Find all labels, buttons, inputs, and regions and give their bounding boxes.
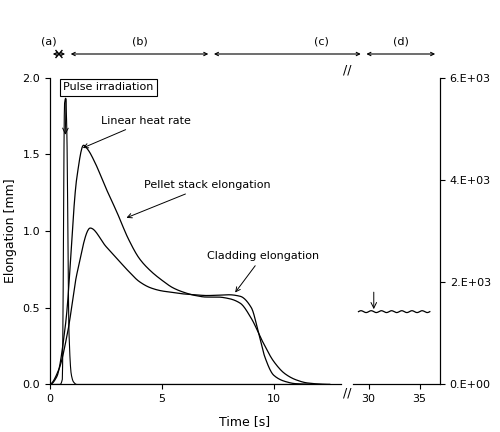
Text: Pellet stack elongation: Pellet stack elongation — [128, 180, 270, 218]
Text: Pulse irradiation: Pulse irradiation — [63, 83, 154, 92]
Text: (c): (c) — [314, 36, 329, 46]
Text: (d): (d) — [393, 36, 408, 46]
Text: //: // — [343, 64, 351, 77]
Text: Time [s]: Time [s] — [220, 415, 270, 428]
Text: Cladding elongation: Cladding elongation — [206, 251, 319, 292]
Text: (a): (a) — [41, 36, 56, 46]
Text: (b): (b) — [132, 36, 148, 46]
Text: //: // — [343, 387, 351, 400]
Text: Linear heat rate: Linear heat rate — [84, 116, 192, 148]
Y-axis label: Elongation [mm]: Elongation [mm] — [4, 179, 17, 283]
